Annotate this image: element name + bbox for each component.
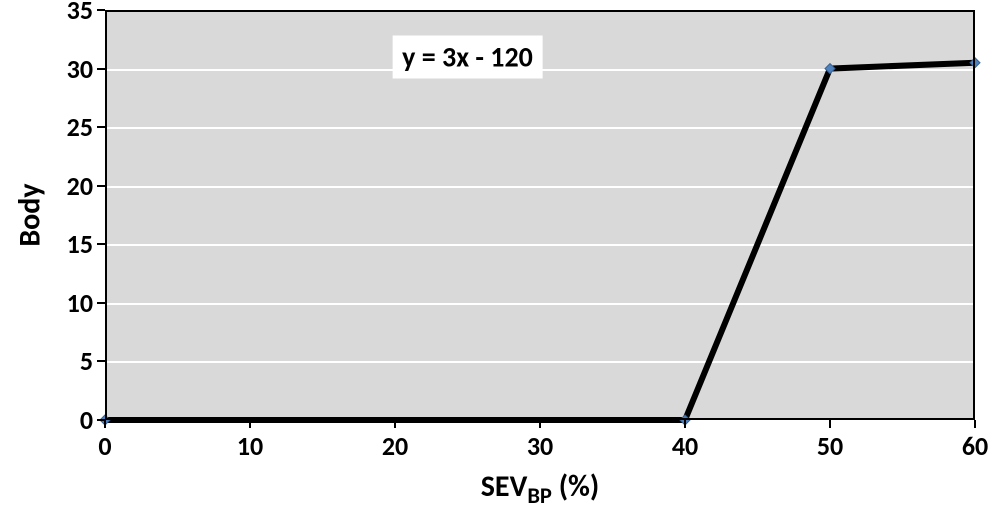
- y-axis-label: Body: [12, 183, 49, 246]
- y-tick-mark: [97, 126, 105, 128]
- y-tick-mark: [97, 360, 105, 362]
- y-tick-mark: [97, 302, 105, 304]
- chart-container: y = 3x - 120 0 5 10 15 20 25 30 35 0 10 20 30 40 50 6…: [0, 0, 992, 519]
- x-tick-mark: [539, 420, 541, 428]
- y-axis-label-text: Body: [12, 183, 49, 246]
- x-tick-label: 60: [962, 430, 988, 462]
- y-tick-label: 25: [67, 111, 93, 143]
- x-axis-label-suffix: (%): [552, 468, 599, 505]
- x-tick-label: 30: [527, 430, 553, 462]
- y-tick-label: 10: [67, 287, 93, 319]
- x-tick-label: 0: [98, 430, 111, 462]
- x-tick-label: 50: [817, 430, 843, 462]
- x-tick-mark: [829, 420, 831, 428]
- x-axis-label-sub: BP: [527, 483, 552, 510]
- x-axis-label: SEVBP (%): [481, 468, 600, 510]
- y-tick-label: 20: [67, 170, 93, 202]
- y-tick-mark: [97, 9, 105, 11]
- x-axis-label-prefix: SEV: [481, 468, 528, 505]
- x-tick-mark: [394, 420, 396, 428]
- equation-text: y = 3x - 120: [402, 39, 533, 74]
- x-tick-label: 40: [672, 430, 698, 462]
- y-tick-label: 5: [80, 345, 93, 377]
- y-tick-label: 35: [67, 0, 93, 26]
- y-tick-label: 30: [67, 53, 93, 85]
- y-tick-mark: [97, 68, 105, 70]
- y-tick-label: 15: [67, 228, 93, 260]
- y-tick-label: 0: [80, 404, 93, 436]
- equation-annotation: y = 3x - 120: [392, 35, 543, 78]
- y-tick-mark: [97, 243, 105, 245]
- x-tick-mark: [249, 420, 251, 428]
- x-tick-mark: [684, 420, 686, 428]
- x-tick-mark: [104, 420, 106, 428]
- plot-area: y = 3x - 120: [105, 10, 975, 420]
- x-tick-label: 20: [382, 430, 408, 462]
- x-tick-label: 10: [237, 430, 263, 462]
- x-tick-mark: [974, 420, 976, 428]
- y-tick-mark: [97, 185, 105, 187]
